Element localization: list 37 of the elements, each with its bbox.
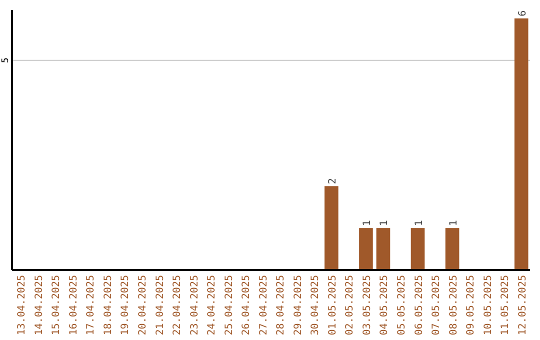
x-tick-label: 24.04.2025 [206, 275, 218, 336]
data-label: 1 [448, 220, 460, 226]
data-label: 6 [517, 10, 528, 16]
x-tick-label: 01.05.2025 [327, 275, 338, 336]
x-tick-label: 17.04.2025 [86, 275, 97, 336]
x-tick-label: 12.05.2025 [517, 275, 528, 336]
x-tick-label: 04.05.2025 [379, 275, 390, 336]
x-tick-label: 14.04.2025 [34, 275, 45, 336]
x-tick-label: 09.05.2025 [466, 275, 477, 336]
x-tick-label: 26.04.2025 [241, 275, 252, 336]
ref-line-label: 5 [1, 58, 11, 64]
x-tick-label: 28.04.2025 [276, 275, 287, 336]
x-tick-label: 21.04.2025 [154, 275, 166, 336]
data-label: 1 [379, 220, 390, 226]
x-tick-label: 23.04.2025 [189, 275, 200, 336]
x-tick-label: 07.05.2025 [431, 275, 442, 336]
x-tick-label: 10.05.2025 [482, 275, 494, 336]
x-tick-label: 22.04.2025 [172, 275, 184, 336]
x-tick-label: 27.04.2025 [258, 275, 270, 336]
x-tick-label: 19.04.2025 [120, 275, 132, 336]
x-tick-label: 11.05.2025 [500, 275, 512, 336]
x-tick-label: 02.05.2025 [344, 275, 356, 336]
data-label: 2 [327, 178, 338, 184]
x-tick-label: 15.04.2025 [51, 275, 62, 336]
x-tick-label: 05.05.2025 [396, 275, 408, 336]
data-label: 1 [414, 220, 425, 226]
x-tick-label: 30.04.2025 [310, 275, 322, 336]
x-tick-label: 18.04.2025 [102, 275, 114, 336]
x-tick-label: 25.04.2025 [224, 275, 235, 336]
x-tick-label: 16.04.2025 [68, 275, 80, 336]
x-tick-label: 06.05.2025 [414, 275, 425, 336]
x-tick-label: 29.04.2025 [292, 275, 304, 336]
x-tick-label: 20.04.2025 [138, 275, 148, 336]
data-label: 1 [362, 220, 373, 226]
x-tick-label: 08.05.2025 [448, 275, 460, 336]
x-tick-label: 13.04.2025 [16, 275, 28, 336]
x-tick-label: 03.05.2025 [362, 275, 373, 336]
